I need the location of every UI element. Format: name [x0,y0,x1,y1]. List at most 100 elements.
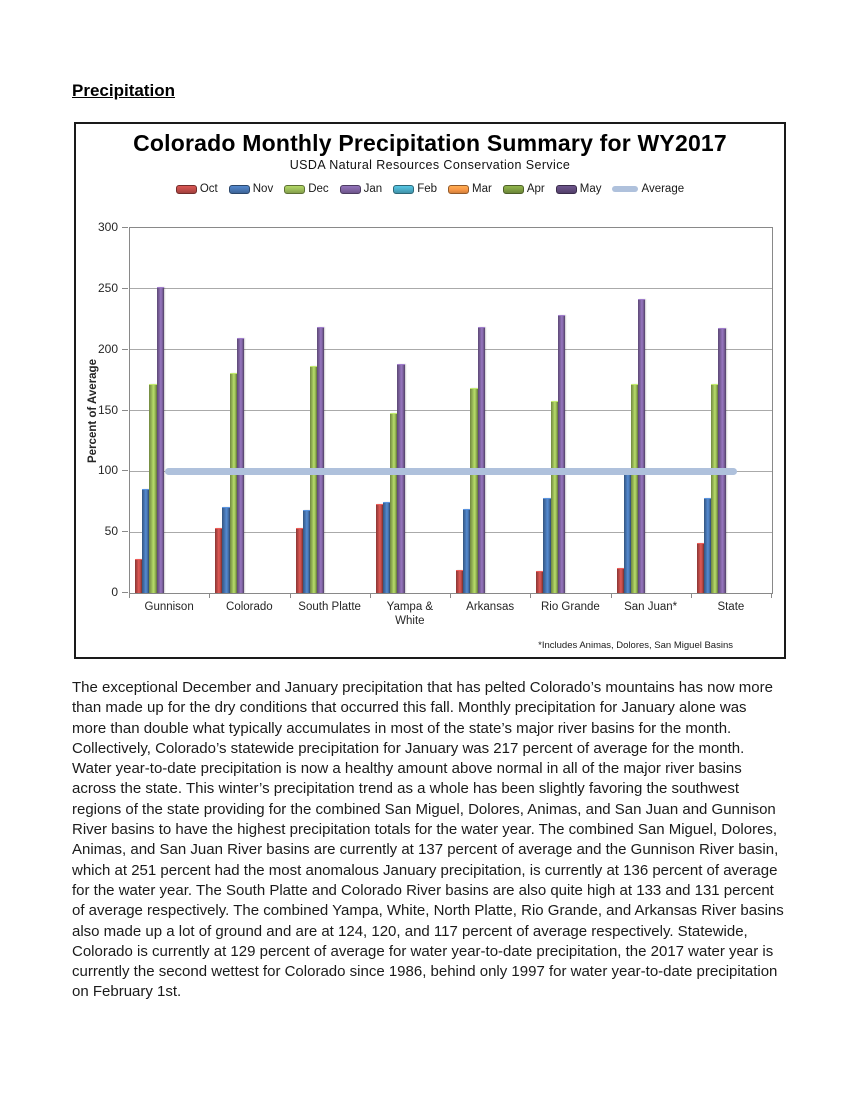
y-axis-label: 100 [97,463,118,478]
legend-label: Average [641,183,685,195]
x-tick [610,593,612,598]
bar-nov-5 [543,498,551,593]
bar-nov-4 [463,509,471,593]
bar-nov-6 [623,473,631,593]
bar-nov-1 [222,506,230,593]
y-axis-label: 200 [97,341,118,356]
legend-item-may: May [555,183,602,195]
x-tick [771,593,772,598]
legend-swatch-nov [228,184,250,194]
legend-item-jan: Jan [339,183,383,195]
legend-swatch-oct [175,184,197,194]
legend-item-oct: Oct [175,183,218,195]
x-tick [450,593,451,598]
legend-label: Jan [363,183,383,195]
x-tick [530,593,532,598]
chart-subtitle: USDA Natural Resources Conservation Serv… [289,158,571,172]
y-tick [122,287,128,289]
category-label: Yampa & White [386,601,434,627]
category-label: State [717,601,745,613]
legend-swatch-may [555,184,577,194]
body-paragraph: The exceptional December and January pre… [72,679,784,1001]
bar-dec-0 [149,383,157,593]
bar-nov-0 [142,488,150,593]
legend-item-feb: Feb [393,183,437,195]
x-tick [289,593,291,598]
bar-oct-5 [536,571,544,593]
bar-oct-1 [215,527,223,593]
legend-swatch-apr [502,184,524,194]
bar-dec-2 [309,365,318,593]
plot-area: Percent of Average [87,227,773,594]
legend-swatch-average [612,186,639,192]
precipitation-chart: Colorado Monthly Precipitation Summary f… [74,122,786,659]
legend-item-mar: Mar [448,183,492,195]
legend-label: Nov [252,183,274,195]
bar-dec-3 [390,413,398,593]
y-axis-label: 0 [111,585,118,599]
category-label: Arkansas [466,601,515,613]
y-tick [122,409,128,411]
legend-item-apr: Apr [502,183,545,195]
category-label: Rio Grande [540,601,600,613]
x-tick [369,593,371,598]
y-tick [122,227,128,228]
bar-oct-6 [616,567,624,593]
legend-label: May [579,183,602,195]
gridline [130,531,772,533]
category-label: South Platte [298,601,361,613]
bar-nov-2 [302,510,310,593]
x-tick [209,593,211,598]
bar-dec-5 [550,400,558,593]
legend-item-nov: Nov [228,183,274,195]
bar-nov-3 [382,501,391,593]
bar-oct-0 [135,559,143,593]
bar-oct-2 [295,527,303,593]
chart-footnote: *Includes Animas, Dolores, San Miguel Ba… [538,640,733,651]
gridline [130,349,772,351]
y-tick [122,470,128,472]
bar-oct-7 [696,543,704,593]
y-axis-label: 250 [97,280,118,295]
y-tick [122,592,128,593]
legend-label: Feb [417,183,438,195]
bar-jan-3 [397,364,405,593]
legend-label: Oct [199,183,218,195]
bar-jan-1 [236,337,245,593]
legend-label: Dec [308,183,329,195]
category-label: San Juan* [624,601,678,613]
legend-swatch-dec [284,184,306,194]
bar-dec-6 [630,383,639,593]
bar-oct-3 [375,504,383,593]
y-axis-label: 300 [97,220,118,234]
y-axis-label: 150 [97,402,118,417]
bar-jan-2 [317,326,325,593]
legend-item-average: Average [612,183,684,195]
x-axis-labels: Gunnison Colorado South Platte Yampa & Whit… [129,600,771,628]
bar-dec-4 [470,387,478,593]
bar-jan-5 [557,314,566,593]
gridline [130,288,772,290]
bar-jan-6 [638,298,646,593]
chart-legend: Oct Nov Dec Jan Feb Mar Apr May Average [76,183,784,195]
bar-nov-7 [703,498,712,593]
y-tick [122,348,128,350]
bar-jan-4 [477,326,485,593]
chart-title: Colorado Monthly Precipitation Summary f… [133,130,727,156]
legend-swatch-mar [448,184,470,194]
y-axis-label: 50 [104,524,118,539]
bar-dec-1 [229,373,237,593]
bar-jan-7 [718,327,726,593]
bar-dec-7 [711,383,719,593]
legend-item-dec: Dec [284,183,329,195]
legend-swatch-feb [393,184,415,194]
category-label: Gunnison [144,601,194,613]
category-label: Colorado [226,601,273,613]
average-line [165,467,737,475]
legend-label: Mar [472,183,492,195]
legend-label: Apr [526,183,545,195]
x-tick [690,593,692,598]
x-tick [129,593,130,598]
section-heading: Precipitation [72,81,175,100]
